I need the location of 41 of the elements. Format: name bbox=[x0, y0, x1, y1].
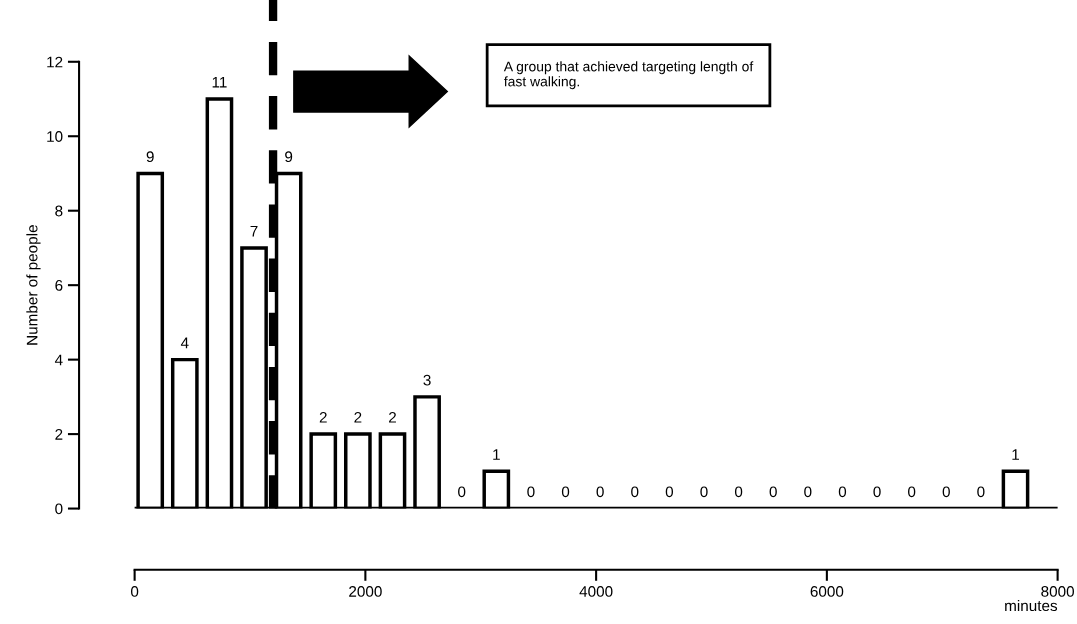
data-label: 0 bbox=[873, 486, 881, 498]
x-tick-label: 8000 bbox=[1041, 586, 1075, 597]
y-tick-label: 10 bbox=[47, 131, 63, 142]
data-label: 0 bbox=[527, 486, 535, 498]
data-label: 7 bbox=[250, 225, 258, 237]
y-tick-label: 4 bbox=[54, 354, 63, 366]
data-label: 0 bbox=[631, 486, 639, 498]
data-label: 2 bbox=[354, 411, 362, 423]
data-label: 2 bbox=[319, 411, 327, 423]
data-label: 1 bbox=[493, 449, 500, 460]
data-label: 0 bbox=[665, 486, 674, 498]
data-label: 2 bbox=[389, 411, 396, 423]
data-label: 11 bbox=[212, 76, 227, 88]
data-label: 0 bbox=[458, 486, 466, 498]
x-tick-label: 0 bbox=[130, 586, 139, 597]
data-label: 0 bbox=[908, 486, 916, 498]
annotation: A group that achieved targeting length of fast walking. bbox=[503, 61, 754, 90]
data-label: 0 bbox=[561, 486, 570, 498]
y-tick-label: 12 bbox=[47, 56, 63, 68]
x-tick-label: 2000 bbox=[349, 586, 382, 597]
data-label: 0 bbox=[977, 486, 985, 498]
data-label: 9 bbox=[285, 151, 293, 163]
data-label: 9 bbox=[146, 151, 154, 163]
data-label: 0 bbox=[838, 486, 847, 498]
data-label: 0 bbox=[734, 486, 743, 498]
x-tick-label: 6000 bbox=[810, 586, 844, 597]
data-label: 0 bbox=[942, 486, 950, 498]
y-axis-title: Number of people bbox=[26, 225, 41, 345]
y-tick-label: 6 bbox=[55, 280, 63, 291]
data-label: 0 bbox=[804, 486, 812, 498]
x-axis-title: minutes bbox=[1005, 599, 1058, 612]
y-tick-label: 2 bbox=[55, 428, 63, 440]
data-label: 4 bbox=[180, 337, 189, 349]
y-tick-label: 8 bbox=[55, 205, 63, 217]
data-label: 0 bbox=[769, 486, 777, 498]
data-label: 0 bbox=[700, 486, 708, 498]
data-label: 1 bbox=[1012, 449, 1020, 460]
data-label: 0 bbox=[596, 486, 604, 498]
y-tick-label: 0 bbox=[55, 503, 63, 515]
data-label: 3 bbox=[423, 374, 431, 386]
x-tick-label: 4000 bbox=[579, 586, 613, 597]
